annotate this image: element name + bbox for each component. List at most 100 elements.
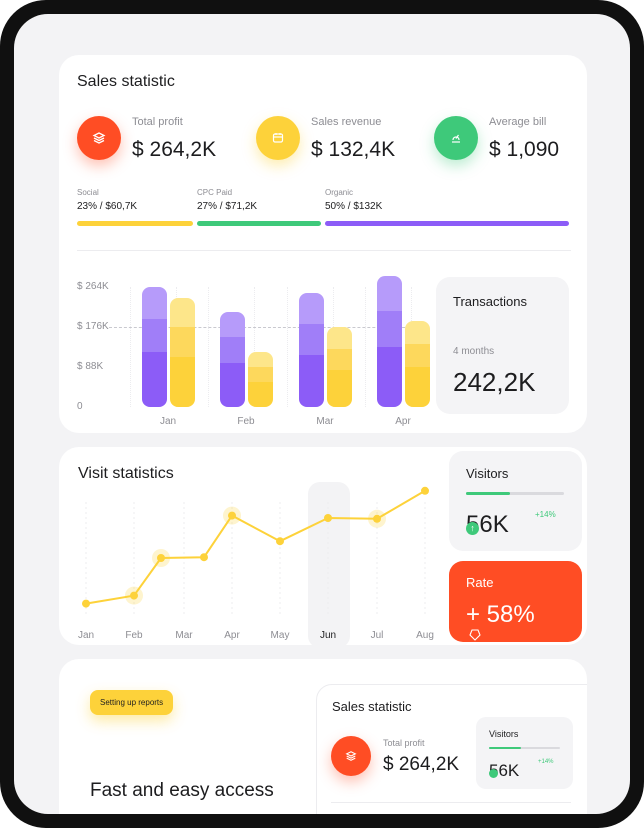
kpi-average-bill-value: $ 1,090 [489, 138, 560, 161]
data-point[interactable] [130, 591, 138, 600]
layers-icon [331, 736, 371, 776]
y-tick-label: $ 88K [77, 361, 104, 372]
bar-segment [405, 343, 430, 368]
transactions-panel: Transactions 4 months 242,2K [436, 277, 569, 414]
bar-segment [377, 311, 402, 347]
arrow-up-icon: ↑ [466, 522, 479, 535]
data-point[interactable] [324, 514, 332, 522]
card-title: Sales statistic [77, 73, 175, 90]
bar-segment [220, 337, 245, 364]
kpi-sales-revenue-value: $ 132,4K [311, 138, 396, 161]
data-point[interactable] [157, 554, 165, 562]
bar-yellow-apr[interactable] [405, 320, 430, 407]
bar-segment [299, 324, 324, 355]
preview-visitors-panel: Visitors 56K +14% [476, 717, 573, 789]
preview-visitors-title: Visitors [489, 729, 519, 739]
x-tick-label: Feb [125, 630, 143, 641]
bar-yellow-jan[interactable] [170, 297, 195, 407]
source-organic-label: Organic [325, 188, 354, 197]
preview-title: Sales statistic [332, 699, 412, 714]
kpi-average-bill-label: Average bill [489, 116, 547, 128]
source-social-label: Social [77, 188, 99, 197]
kpi-sales-revenue-label: Sales revenue [311, 116, 382, 128]
data-point[interactable] [421, 486, 429, 495]
grid-line [254, 287, 255, 407]
bar-segment [377, 276, 402, 312]
grid-line [208, 287, 209, 407]
preview-card: Sales statistic Total profit $ 264,2K Vi… [316, 684, 587, 814]
source-social-bar [77, 221, 193, 226]
visitors-panel: Visitors 56K +14% ↑ [449, 451, 582, 551]
visits-line [85, 489, 426, 605]
bar-segment [299, 354, 324, 407]
promo-headline: Fast and easy access [90, 780, 274, 801]
data-point[interactable] [228, 511, 236, 520]
bar-segment [170, 327, 195, 357]
x-tick-label: Mar [175, 630, 193, 641]
bar-purple-apr[interactable] [377, 276, 402, 407]
x-tick-label: Aug [416, 630, 434, 641]
rate-title: Rate [466, 575, 494, 590]
data-point[interactable] [276, 537, 284, 546]
x-tick-label: Apr [395, 416, 411, 427]
bar-segment [248, 352, 273, 368]
source-organic-bar [325, 221, 569, 226]
setting-up-reports-badge[interactable]: Setting up reports [90, 690, 174, 715]
x-tick-label: Feb [237, 416, 255, 427]
x-tick-label: Jan [78, 630, 94, 641]
preview-visitors-progress-track [489, 747, 560, 749]
transactions-period: 4 months [453, 346, 495, 357]
promo-card: Setting up reports Fast and easy access … [59, 659, 587, 814]
bar-segment [299, 293, 324, 325]
rate-value: + 58% [466, 601, 535, 628]
bar-segment [220, 363, 245, 407]
grid-line [130, 287, 131, 407]
bar-segment [405, 320, 430, 344]
screen: Sales statistic Total profit $ 264,2K Sa… [14, 14, 630, 814]
data-point[interactable] [200, 553, 208, 562]
bar-segment [327, 327, 352, 349]
tag-icon [468, 628, 482, 642]
bar-segment [248, 381, 273, 407]
bar-purple-jan[interactable] [142, 287, 167, 407]
transactions-value: 242,2K [453, 367, 536, 397]
bar-purple-mar[interactable] [299, 293, 324, 407]
data-point[interactable] [373, 514, 381, 523]
kpi-total-profit-value: $ 264,2K [132, 138, 217, 161]
visit-statistics-card: Visit statistics Jan Feb Mar Apr May Jun Jul Au… [59, 447, 587, 645]
x-tick-label: Jul [371, 630, 384, 641]
visitors-progress-fill [466, 492, 511, 495]
rate-panel: Rate + 58% [449, 561, 582, 642]
preview-visitors-progress-fill [489, 747, 521, 749]
preview-visitors-change: +14% [538, 759, 554, 765]
visit-line-chart: Jan Feb Mar Apr May Jun Jul Aug [78, 482, 434, 645]
source-cpc-bar [197, 221, 321, 226]
arrow-up-icon [489, 769, 498, 778]
reference-line [109, 327, 425, 328]
sales-statistic-card: Sales statistic Total profit $ 264,2K Sa… [59, 55, 587, 433]
bar-segment [377, 346, 402, 407]
bar-yellow-mar[interactable] [327, 327, 352, 407]
scale-icon [434, 116, 478, 160]
bar-segment [142, 287, 167, 320]
divider [77, 250, 571, 251]
transactions-title: Transactions [453, 294, 527, 309]
preview-divider [331, 802, 571, 803]
card-title: Visit statistics [78, 465, 174, 482]
source-organic-value: 50% / $132K [325, 201, 383, 212]
y-tick-label: $ 264K [77, 281, 109, 292]
source-cpc-value: 27% / $71,2K [197, 201, 258, 212]
x-tick-label: Mar [316, 416, 334, 427]
bar-segment [405, 367, 430, 407]
bar-purple-feb[interactable] [220, 311, 245, 407]
visitors-change: +14% [535, 510, 556, 519]
bar-segment [248, 367, 273, 382]
bar-yellow-feb[interactable] [248, 352, 273, 407]
bar-segment [220, 311, 245, 338]
calendar-icon [256, 116, 300, 160]
bar-segment [142, 351, 167, 407]
data-point[interactable] [82, 599, 90, 608]
bar-segment [170, 297, 195, 328]
source-cpc-label: CPC Paid [197, 188, 233, 197]
